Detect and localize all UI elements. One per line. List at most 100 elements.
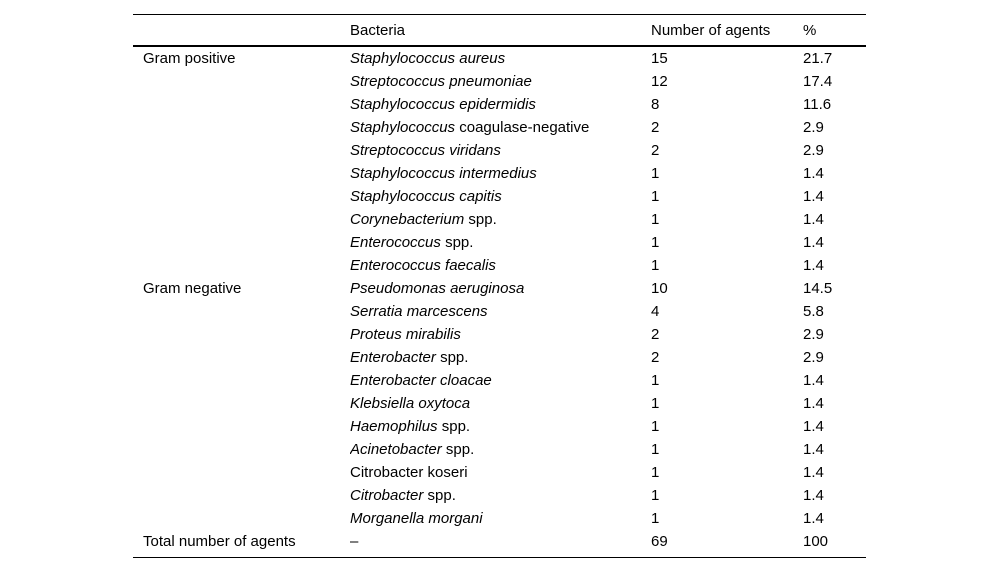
agents-count-cell: 1 [651,464,660,481]
bacteria-name-regular: spp. [445,441,475,458]
table-row: Citrobacter koseri 1 1.4 [133,461,866,484]
percent-cell: 1.4 [803,165,824,182]
table-bottom-rule [133,557,866,558]
bacteria-name-italic: Proteus mirabilis [350,326,461,343]
agents-count-cell: 1 [651,441,660,458]
agents-count-cell: 1 [651,510,660,527]
group-cell: Gram positive [143,50,236,67]
table-row: Staphylococcus capitis 1 1.4 [133,185,866,208]
table-row: Haemophilus spp. 1 1.4 [133,415,866,438]
agents-count-cell: 4 [651,303,660,320]
bacteria-name-italic: Citrobacter [350,487,424,504]
table-row: Morganella morgani 1 1.4 [133,507,866,530]
table-row: Enterococcus spp. 1 1.4 [133,231,866,254]
percent-cell: 1.4 [803,395,824,412]
agents-count-cell: 1 [651,395,660,412]
agents-count-cell: 15 [651,50,668,67]
table-row: Enterococcus faecalis 1 1.4 [133,254,866,277]
percent-cell: 14.5 [803,280,833,297]
bacteria-name-italic: Klebsiella oxytoca [350,395,471,412]
agents-count-cell: 1 [651,211,660,228]
table-row: Gram positive Staphylococcus aureus 15 2… [133,47,866,70]
table-top-rule [133,14,866,15]
bacteria-table: Bacteria Number of agents % Gram positiv… [133,14,866,558]
agents-count-cell: 1 [651,234,660,251]
bacteria-name-regular: spp. [427,487,456,504]
bacteria-name-italic: Staphylococcus aureus [350,50,506,67]
agents-count-cell: 69 [651,533,668,550]
bacteria-cell: Staphylococcus epidermidis [350,96,651,113]
percent-cell: 100 [803,533,829,550]
bacteria-cell: Enterobacter cloacae [350,372,651,389]
bacteria-name-italic: Enterococcus [350,234,441,251]
table-row: Staphylococcus coagulase-negative 2 2.9 [133,116,866,139]
bacteria-cell: Enterococcus spp. [350,234,651,251]
bacteria-cell: Citrobacter spp. [350,487,651,504]
percent-cell: 1.4 [803,188,824,205]
percent-cell: 1.4 [803,418,824,435]
percent-cell: 17.4 [803,73,833,90]
bacteria-name-regular: spp. [445,234,474,251]
bacteria-cell: Staphylococcus coagulase-negative [350,119,651,136]
bacteria-cell: Enterobacter spp. [350,349,651,366]
agents-count-cell: 2 [651,142,660,159]
header-bacteria: Bacteria [350,21,406,39]
percent-cell: 11.6 [803,96,832,113]
percent-cell: 1.4 [803,464,824,481]
bacteria-cell: Morganella morgani [350,510,651,527]
bacteria-name-italic: Serratia marcescens [350,303,488,320]
table-row: Staphylococcus intermedius 1 1.4 [133,162,866,185]
bacteria-cell: Streptococcus viridans [350,142,651,159]
table-row: Gram negative Pseudomonas aeruginosa 10 … [133,277,866,300]
table-row: Total number of agents – 69 100 [133,530,866,553]
bacteria-cell: Enterococcus faecalis [350,257,651,274]
table-row: Serratia marcescens 4 5.8 [133,300,866,323]
bacteria-name-italic: Staphylococcus [350,119,456,136]
percent-cell: 1.4 [803,257,824,274]
table-row: Citrobacter spp. 1 1.4 [133,484,866,507]
percent-cell: 1.4 [803,234,824,251]
agents-count-cell: 1 [651,418,660,435]
bacteria-name-regular: – [350,533,359,550]
table-row: Streptococcus viridans 2 2.9 [133,139,866,162]
bacteria-cell: Citrobacter koseri [350,464,651,481]
agents-count-cell: 8 [651,96,660,113]
percent-cell: 2.9 [803,326,824,343]
agents-count-cell: 2 [651,349,660,366]
bacteria-name-regular: spp. [440,349,469,366]
percent-cell: 21.7 [803,50,833,67]
table-body: Gram positive Staphylococcus aureus 15 2… [133,47,866,557]
percent-cell: 2.9 [803,349,824,366]
bacteria-cell: Serratia marcescens [350,303,651,320]
bacteria-name-italic: Pseudomonas aeruginosa [350,280,525,297]
table-row: Enterobacter spp. 2 2.9 [133,346,866,369]
bacteria-cell: – [350,533,651,550]
bacteria-name-italic: Enterococcus faecalis [350,257,496,274]
table-row: Corynebacterium spp. 1 1.4 [133,208,866,231]
bacteria-name-italic: Staphylococcus intermedius [350,165,537,182]
group-cell: Gram negative [143,280,242,297]
agents-count-cell: 2 [651,119,660,136]
bacteria-name-regular: spp. [441,418,471,435]
agents-count-cell: 1 [651,188,660,205]
bacteria-name-regular: Citrobacter koseri [350,464,468,481]
bacteria-name-italic: Streptococcus pneumoniae [350,73,532,90]
bacteria-cell: Staphylococcus aureus [350,50,651,67]
bacteria-name-italic: Staphylococcus capitis [350,188,502,205]
percent-cell: 1.4 [803,372,824,389]
bacteria-name-italic: Enterobacter cloacae [350,372,492,389]
bacteria-name-regular: coagulase-negative [459,119,590,136]
agents-count-cell: 1 [651,257,660,274]
percent-cell: 2.9 [803,119,824,136]
percent-cell: 1.4 [803,510,824,527]
bacteria-name-italic: Morganella morgani [350,510,483,527]
bacteria-name-italic: Acinetobacter [350,441,442,458]
agents-count-cell: 1 [651,372,660,389]
table-header-rule [133,45,866,47]
table-row: Proteus mirabilis 2 2.9 [133,323,866,346]
bacteria-cell: Corynebacterium spp. [350,211,651,228]
percent-cell: 2.9 [803,142,824,159]
bacteria-name-italic: Streptococcus viridans [350,142,501,159]
percent-cell: 1.4 [803,211,824,228]
